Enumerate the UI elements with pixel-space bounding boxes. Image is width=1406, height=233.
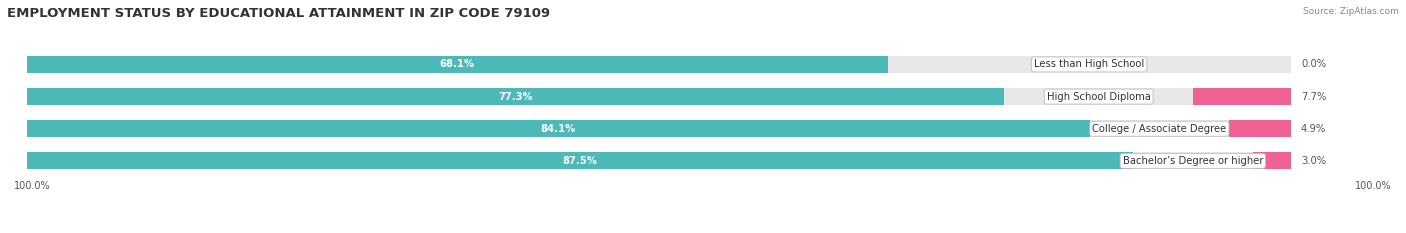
Text: College / Associate Degree: College / Associate Degree bbox=[1092, 124, 1226, 134]
Bar bbox=[27, 88, 1291, 105]
Text: 77.3%: 77.3% bbox=[498, 92, 533, 102]
Bar bbox=[27, 56, 1291, 73]
Text: 68.1%: 68.1% bbox=[440, 59, 475, 69]
Bar bbox=[27, 152, 1133, 169]
Bar bbox=[27, 120, 1291, 137]
Text: High School Diploma: High School Diploma bbox=[1046, 92, 1150, 102]
Text: 100.0%: 100.0% bbox=[14, 181, 51, 191]
Bar bbox=[27, 120, 1090, 137]
Text: Less than High School: Less than High School bbox=[1033, 59, 1144, 69]
Text: EMPLOYMENT STATUS BY EDUCATIONAL ATTAINMENT IN ZIP CODE 79109: EMPLOYMENT STATUS BY EDUCATIONAL ATTAINM… bbox=[7, 7, 550, 20]
Text: 100.0%: 100.0% bbox=[1355, 181, 1392, 191]
Bar bbox=[1253, 152, 1291, 169]
Bar bbox=[1194, 88, 1291, 105]
Bar bbox=[27, 88, 1004, 105]
Bar bbox=[27, 56, 887, 73]
Text: 7.7%: 7.7% bbox=[1301, 92, 1326, 102]
Text: Bachelor’s Degree or higher: Bachelor’s Degree or higher bbox=[1122, 156, 1263, 166]
Text: 4.9%: 4.9% bbox=[1301, 124, 1326, 134]
Text: 0.0%: 0.0% bbox=[1301, 59, 1326, 69]
Bar bbox=[27, 152, 1291, 169]
Text: 87.5%: 87.5% bbox=[562, 156, 598, 166]
Text: Source: ZipAtlas.com: Source: ZipAtlas.com bbox=[1303, 7, 1399, 16]
Bar bbox=[1229, 120, 1291, 137]
Text: 84.1%: 84.1% bbox=[541, 124, 576, 134]
Text: 3.0%: 3.0% bbox=[1301, 156, 1326, 166]
